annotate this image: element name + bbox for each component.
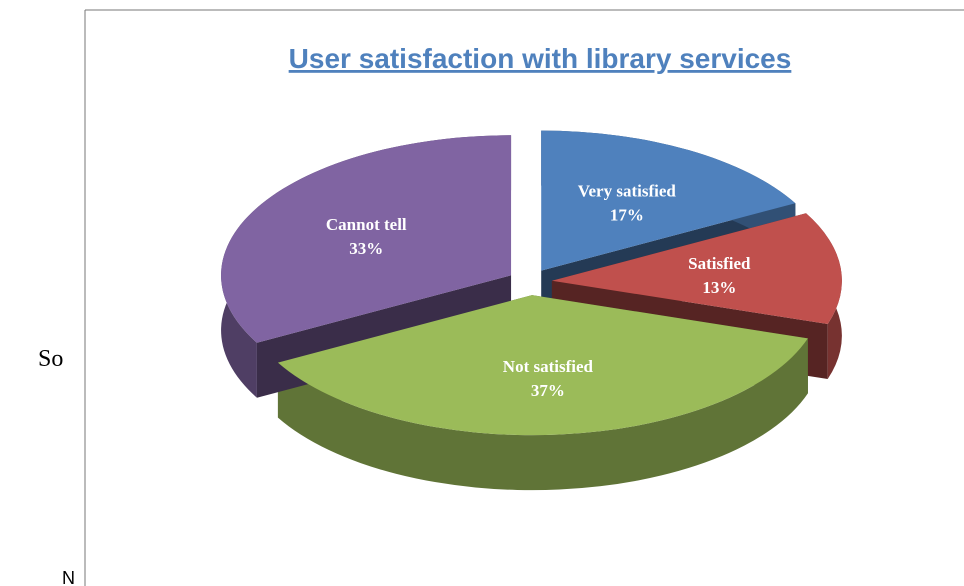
slice bbox=[541, 130, 796, 271]
slice-value-label: 17% bbox=[610, 206, 644, 225]
slice-value-label: 13% bbox=[702, 278, 736, 297]
slice-value-label: 37% bbox=[531, 381, 565, 400]
slice-label: Not satisfied bbox=[503, 357, 594, 376]
slice-label: Cannot tell bbox=[326, 215, 407, 234]
side-text: So bbox=[38, 346, 63, 372]
slice-tops bbox=[221, 130, 842, 436]
side-text: N bbox=[62, 568, 75, 586]
slice-value-label: 33% bbox=[349, 239, 383, 258]
slice bbox=[221, 135, 512, 343]
chart-title: User satisfaction with library services bbox=[289, 43, 792, 74]
slice-label: Satisfied bbox=[688, 254, 751, 273]
slice bbox=[277, 295, 808, 436]
slice bbox=[551, 213, 842, 325]
slice-wall bbox=[277, 338, 808, 491]
slice-label: Very satisfied bbox=[578, 182, 677, 201]
